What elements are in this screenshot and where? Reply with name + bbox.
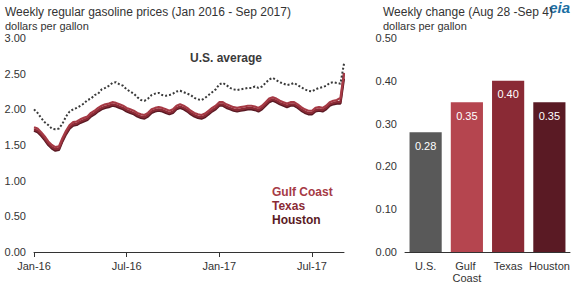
svg-text:1.00: 1.00	[5, 175, 26, 187]
svg-text:2.00: 2.00	[5, 103, 26, 115]
svg-text:Coast: Coast	[453, 272, 482, 284]
svg-text:Houston: Houston	[272, 213, 321, 227]
svg-text:dollars per gallon: dollars per gallon	[5, 20, 89, 32]
svg-text:0.30: 0.30	[376, 118, 397, 130]
svg-text:Jan-16: Jan-16	[17, 260, 51, 272]
svg-text:0.40: 0.40	[497, 88, 518, 100]
svg-text:Houston: Houston	[529, 260, 570, 272]
svg-text:0.50: 0.50	[376, 32, 397, 44]
svg-text:Texas: Texas	[272, 199, 305, 213]
svg-text:Gulf Coast: Gulf Coast	[272, 185, 333, 199]
svg-text:U.S.: U.S.	[415, 260, 436, 272]
svg-text:0.35: 0.35	[456, 110, 477, 122]
svg-text:1.50: 1.50	[5, 139, 26, 151]
svg-text:3.00: 3.00	[5, 32, 26, 44]
svg-text:2.50: 2.50	[5, 68, 26, 80]
svg-text:0.40: 0.40	[376, 75, 397, 87]
svg-text:0.00: 0.00	[5, 246, 26, 258]
svg-text:Jul-16: Jul-16	[112, 260, 142, 272]
svg-text:0.10: 0.10	[376, 203, 397, 215]
svg-text:0.50: 0.50	[5, 210, 26, 222]
svg-text:Jul-17: Jul-17	[297, 260, 327, 272]
svg-text:Gulf: Gulf	[455, 260, 478, 272]
svg-text:Weekly regular gasoline prices: Weekly regular gasoline prices (Jan 2016…	[5, 5, 291, 19]
svg-text:0.35: 0.35	[539, 110, 560, 122]
svg-text:Weekly change (Aug 28 -Sep 4): Weekly change (Aug 28 -Sep 4)	[383, 5, 553, 19]
svg-text:U.S. average: U.S. average	[190, 51, 262, 65]
svg-text:Jan-17: Jan-17	[202, 260, 236, 272]
svg-text:dollars per gallon: dollars per gallon	[383, 20, 467, 32]
svg-text:0.28: 0.28	[415, 140, 436, 152]
svg-text:0.20: 0.20	[376, 160, 397, 172]
svg-text:Texas: Texas	[494, 260, 523, 272]
svg-text:0.00: 0.00	[376, 246, 397, 258]
